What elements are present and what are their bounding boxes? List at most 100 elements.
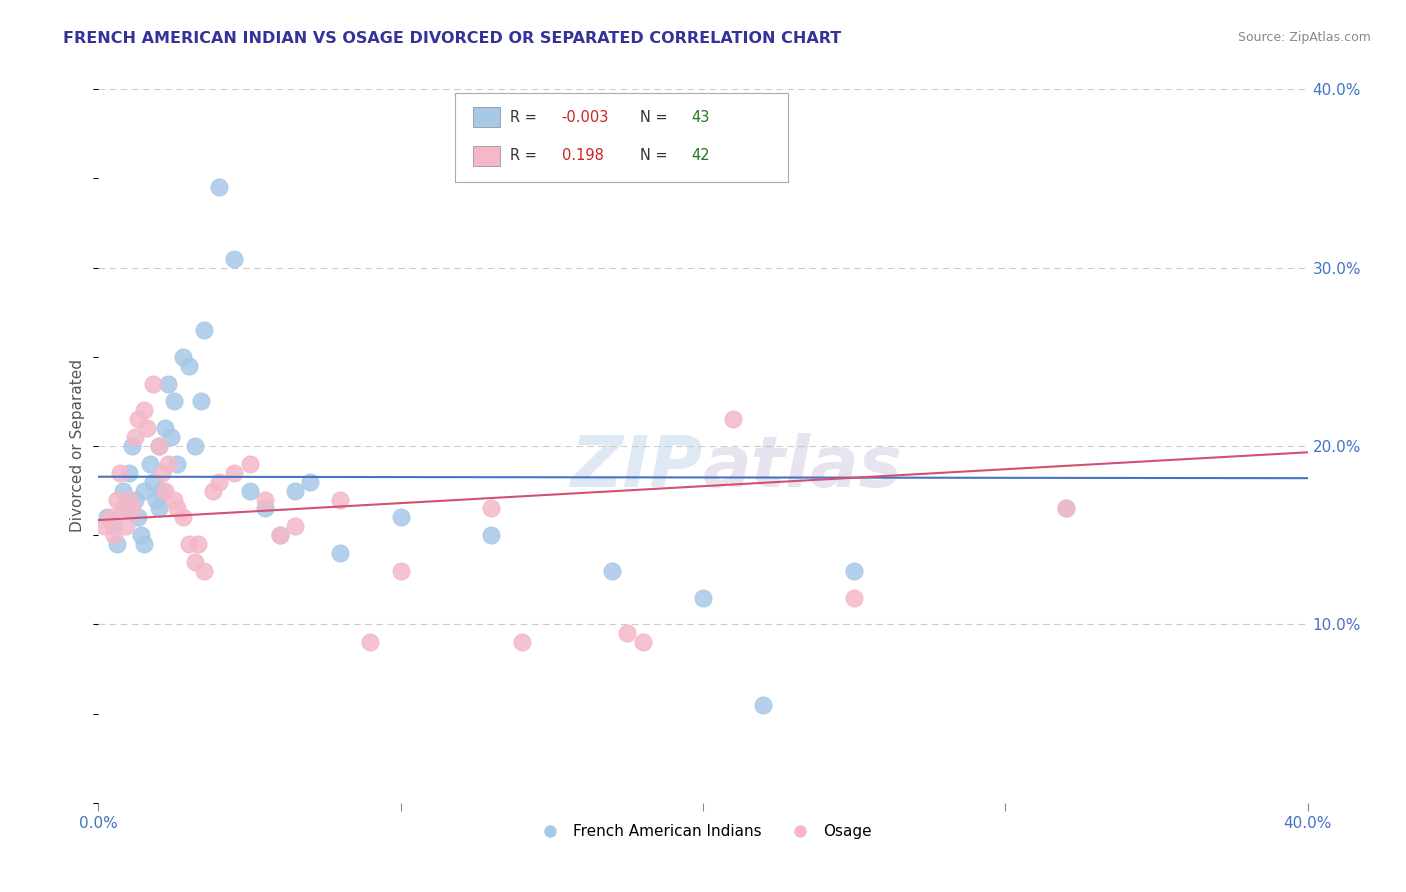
Point xyxy=(103,528,125,542)
Point xyxy=(150,466,173,480)
Point xyxy=(1054,501,1077,516)
Point xyxy=(132,537,155,551)
Point xyxy=(150,483,173,498)
Point xyxy=(111,483,134,498)
Point xyxy=(844,564,866,578)
Point xyxy=(389,564,412,578)
Text: FRENCH AMERICAN INDIAN VS OSAGE DIVORCED OR SEPARATED CORRELATION CHART: FRENCH AMERICAN INDIAN VS OSAGE DIVORCED… xyxy=(63,31,842,46)
Point xyxy=(481,501,503,516)
Point xyxy=(190,394,212,409)
Point xyxy=(1054,501,1077,516)
Point xyxy=(114,501,136,516)
Point xyxy=(108,466,131,480)
Point xyxy=(269,528,291,542)
Point xyxy=(160,430,183,444)
Point xyxy=(111,501,134,516)
Point xyxy=(142,376,165,391)
Point xyxy=(752,698,775,712)
Text: Source: ZipAtlas.com: Source: ZipAtlas.com xyxy=(1237,31,1371,45)
Point xyxy=(105,492,128,507)
Point xyxy=(124,492,146,507)
Point xyxy=(118,466,141,480)
Point xyxy=(184,555,207,569)
Point xyxy=(208,475,231,489)
Point xyxy=(135,421,157,435)
Point xyxy=(118,492,141,507)
Point xyxy=(187,537,209,551)
Point xyxy=(127,412,149,426)
Text: N =: N = xyxy=(640,110,672,125)
Point xyxy=(193,564,215,578)
Point xyxy=(179,537,201,551)
Point xyxy=(172,350,194,364)
Point xyxy=(132,403,155,417)
Point xyxy=(284,519,307,533)
Text: R =: R = xyxy=(509,148,550,163)
Point xyxy=(284,483,307,498)
Point xyxy=(148,439,170,453)
Point xyxy=(224,252,246,266)
Point xyxy=(145,492,167,507)
Point xyxy=(510,635,533,649)
Point xyxy=(208,180,231,194)
Point xyxy=(193,323,215,337)
Point xyxy=(166,501,188,516)
FancyBboxPatch shape xyxy=(456,93,787,182)
Point xyxy=(239,457,262,471)
Text: 0.198: 0.198 xyxy=(561,148,603,163)
Text: atlas: atlas xyxy=(703,433,903,502)
Point xyxy=(602,564,624,578)
Point xyxy=(616,626,638,640)
Point xyxy=(132,483,155,498)
Point xyxy=(121,501,143,516)
Point xyxy=(481,528,503,542)
Point xyxy=(153,421,176,435)
Point xyxy=(844,591,866,605)
Point xyxy=(163,492,186,507)
Point xyxy=(184,439,207,453)
Legend: French American Indians, Osage: French American Indians, Osage xyxy=(529,818,877,845)
Point xyxy=(156,457,179,471)
Point xyxy=(105,537,128,551)
Point xyxy=(329,492,352,507)
Point xyxy=(692,591,714,605)
Point xyxy=(96,510,118,524)
Point xyxy=(360,635,382,649)
Point xyxy=(114,519,136,533)
Point xyxy=(224,466,246,480)
Text: 42: 42 xyxy=(690,148,710,163)
Point xyxy=(124,430,146,444)
Bar xyxy=(474,107,501,127)
Point xyxy=(329,546,352,560)
Point xyxy=(100,510,122,524)
Point xyxy=(139,457,162,471)
Text: -0.003: -0.003 xyxy=(561,110,609,125)
Point xyxy=(156,376,179,391)
Point xyxy=(179,359,201,373)
Text: R =: R = xyxy=(509,110,541,125)
Point xyxy=(103,519,125,533)
Point xyxy=(269,528,291,542)
Point xyxy=(631,635,654,649)
Point xyxy=(166,457,188,471)
Point xyxy=(142,475,165,489)
Y-axis label: Divorced or Separated: Divorced or Separated xyxy=(70,359,86,533)
Point xyxy=(127,510,149,524)
Text: ZIP: ZIP xyxy=(571,433,703,502)
Point xyxy=(389,510,412,524)
Point xyxy=(172,510,194,524)
Bar xyxy=(474,145,501,166)
Point xyxy=(299,475,322,489)
Point xyxy=(253,501,276,516)
Point xyxy=(148,439,170,453)
Text: 43: 43 xyxy=(690,110,709,125)
Point xyxy=(148,501,170,516)
Point xyxy=(129,528,152,542)
Text: N =: N = xyxy=(640,148,672,163)
Point xyxy=(153,483,176,498)
Point xyxy=(202,483,225,498)
Point xyxy=(121,439,143,453)
Point xyxy=(93,519,115,533)
Point xyxy=(163,394,186,409)
Point xyxy=(723,412,745,426)
